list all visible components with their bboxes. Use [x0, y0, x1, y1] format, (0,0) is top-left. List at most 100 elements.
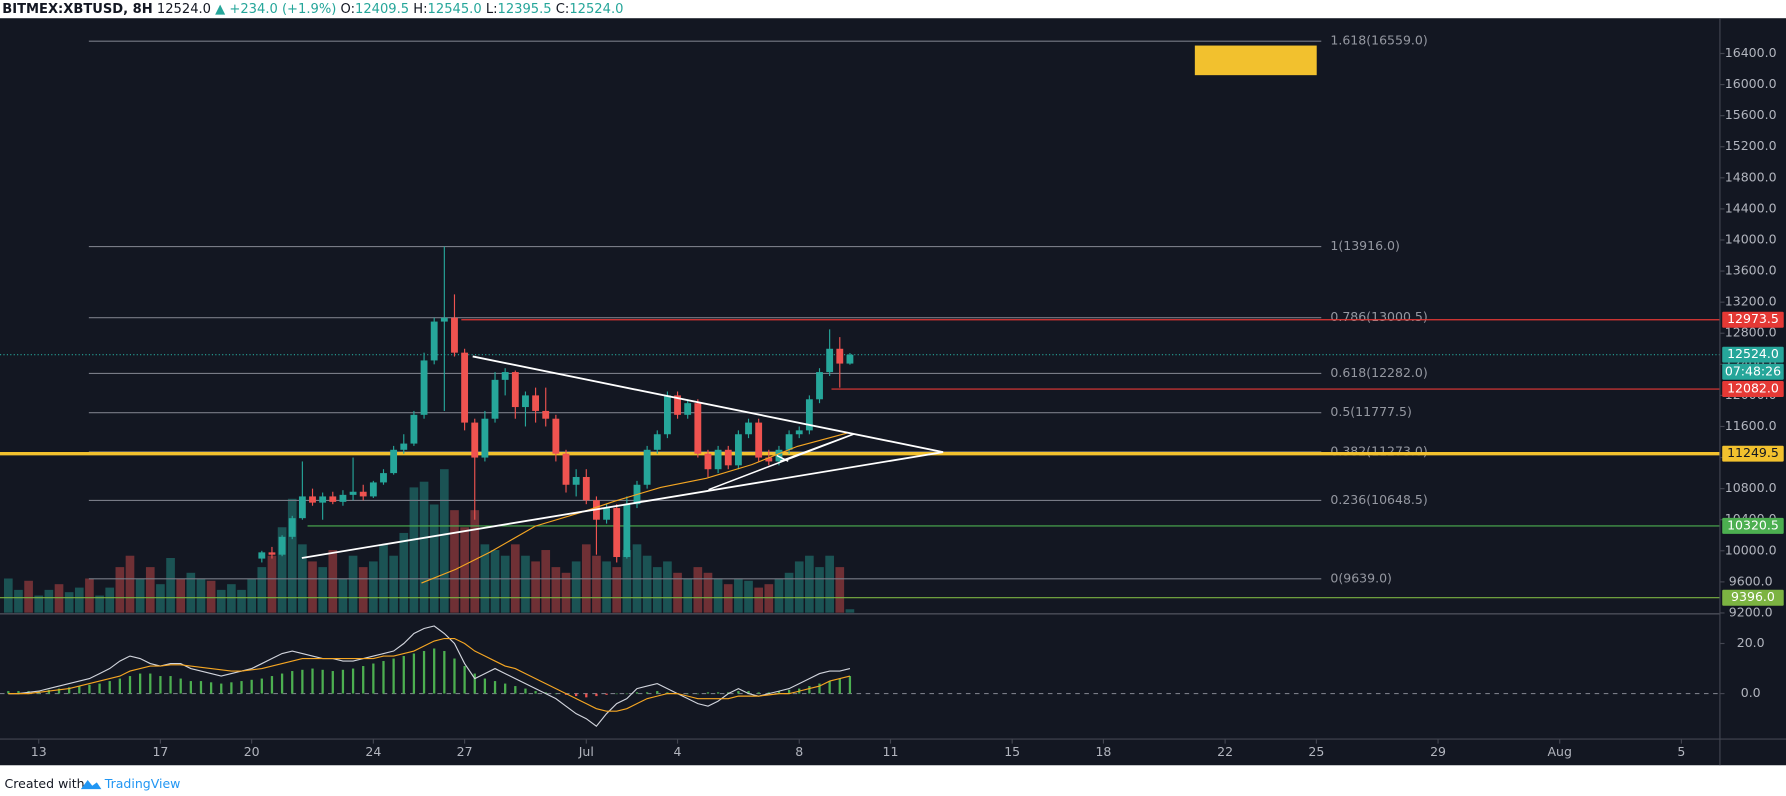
countdown: 07:48:26	[1725, 363, 1781, 378]
candle-body	[674, 395, 681, 415]
volume-bar	[440, 469, 449, 613]
trendline-lower	[301, 451, 944, 559]
histogram-bar	[372, 663, 375, 694]
histogram-bar	[686, 693, 689, 695]
histogram-bar	[615, 693, 618, 695]
volume-bar	[308, 561, 317, 613]
y-tick-label: 10800.0	[1725, 480, 1777, 495]
candle-body	[501, 372, 509, 380]
candle-body	[329, 496, 337, 502]
histogram-bar	[17, 691, 20, 694]
inner-triangle	[708, 433, 855, 491]
candle-body	[400, 443, 408, 450]
volume-bar	[784, 572, 794, 613]
tradingview-logo	[80, 780, 102, 790]
histogram-bar	[260, 678, 263, 694]
volume-bar	[642, 555, 652, 613]
volume-bar	[145, 567, 155, 613]
histogram-bar	[47, 689, 51, 694]
y-tick-label: 12800.0	[1725, 325, 1777, 340]
y-tick-label: 13200.0	[1725, 294, 1777, 309]
y-tick-label: 16000.0	[1725, 76, 1777, 91]
volume-bar	[318, 567, 327, 613]
volume-bar	[64, 592, 74, 613]
volume-bar	[429, 504, 439, 613]
volume-bar	[764, 584, 774, 613]
volume-bar	[683, 578, 693, 613]
low: 12395.5	[498, 2, 552, 17]
candle-body	[603, 508, 610, 520]
candle-body	[694, 403, 702, 454]
candle-body	[369, 482, 377, 497]
footer-prefix: Created with	[5, 776, 85, 791]
candle-body	[298, 496, 306, 519]
candle-body	[542, 410, 550, 419]
candle-body	[846, 354, 854, 364]
header: BITMEX:XBTUSD, 8H 12524.0 ▲ +234.0 (+1.9…	[2, 2, 623, 17]
volume-bar	[673, 572, 682, 613]
price-badge-label: 10320.5	[1727, 517, 1779, 532]
candle-body	[258, 552, 266, 559]
price-badge	[1722, 517, 1784, 534]
fib-label: 0(9639.0)	[1330, 570, 1392, 585]
price-badge	[1722, 589, 1784, 606]
volume-bar	[805, 555, 814, 613]
candle-body	[572, 476, 580, 485]
y-tick-label: 15200.0	[1725, 138, 1777, 153]
high-label: H:	[413, 2, 427, 17]
volume-bar	[85, 578, 94, 613]
x-tick-label: 15	[1004, 744, 1020, 759]
volume-bar	[551, 567, 561, 613]
histogram-bar	[98, 683, 101, 694]
candle-body	[420, 360, 428, 415]
histogram-bar	[696, 693, 699, 695]
candle-body	[653, 434, 661, 450]
histogram-bar	[433, 648, 436, 694]
histogram-bar	[645, 692, 649, 694]
candle-body	[623, 504, 631, 558]
histogram-bar	[716, 692, 720, 694]
histogram-bar	[362, 666, 365, 694]
candle-body	[390, 449, 398, 474]
histogram-bar	[828, 681, 831, 694]
histogram-bar	[483, 678, 487, 694]
low-label: L:	[486, 2, 498, 17]
volume-bar	[328, 550, 338, 613]
price-badge-label: 12524.0	[1727, 346, 1779, 361]
moving-average	[421, 432, 849, 584]
change: ▲ +234.0 (+1.9%)	[215, 2, 336, 17]
y-tick-label: 9200.0	[1729, 604, 1773, 619]
symbol: BITMEX:XBTUSD, 8H	[2, 2, 152, 17]
volume-bar	[125, 555, 135, 613]
histogram-bar	[838, 678, 841, 694]
histogram-bar	[169, 676, 172, 694]
candle-body	[805, 399, 813, 431]
candle-body	[522, 395, 529, 408]
price-badges: 12973.5 12524.0 07:48:26 12082.0 11249.5 1032…	[1722, 311, 1784, 606]
histogram-bar	[108, 681, 111, 694]
x-tick-label: Aug	[1547, 744, 1571, 759]
price-badge-label: 12082.0	[1727, 381, 1779, 396]
candle-body	[755, 422, 763, 458]
candle-body	[714, 449, 722, 470]
open-label: O:	[341, 2, 355, 17]
volume-bar	[703, 572, 713, 613]
candle-body	[451, 317, 458, 353]
volume-bar	[622, 550, 632, 613]
volume-bar	[389, 555, 398, 613]
candle-body	[562, 453, 570, 485]
footer-brand[interactable]: TradingView	[104, 776, 181, 791]
histogram-bar	[412, 653, 416, 694]
volume-bar	[247, 578, 257, 613]
price-badge	[1722, 381, 1784, 397]
level-layer: 1.618(16559.0) 1(13916.0) 0.786(13000.5) 0.…	[0, 33, 1720, 599]
candle-body	[461, 352, 469, 423]
volume-bar	[216, 589, 226, 613]
y-tick-label: 14000.0	[1725, 231, 1777, 246]
histogram-bar	[189, 681, 192, 694]
histogram-bar	[78, 686, 81, 694]
candle-body	[663, 395, 671, 435]
x-tick-label: 5	[1677, 744, 1685, 759]
inner-triangle-tip	[776, 454, 789, 462]
candle-body	[491, 379, 499, 419]
